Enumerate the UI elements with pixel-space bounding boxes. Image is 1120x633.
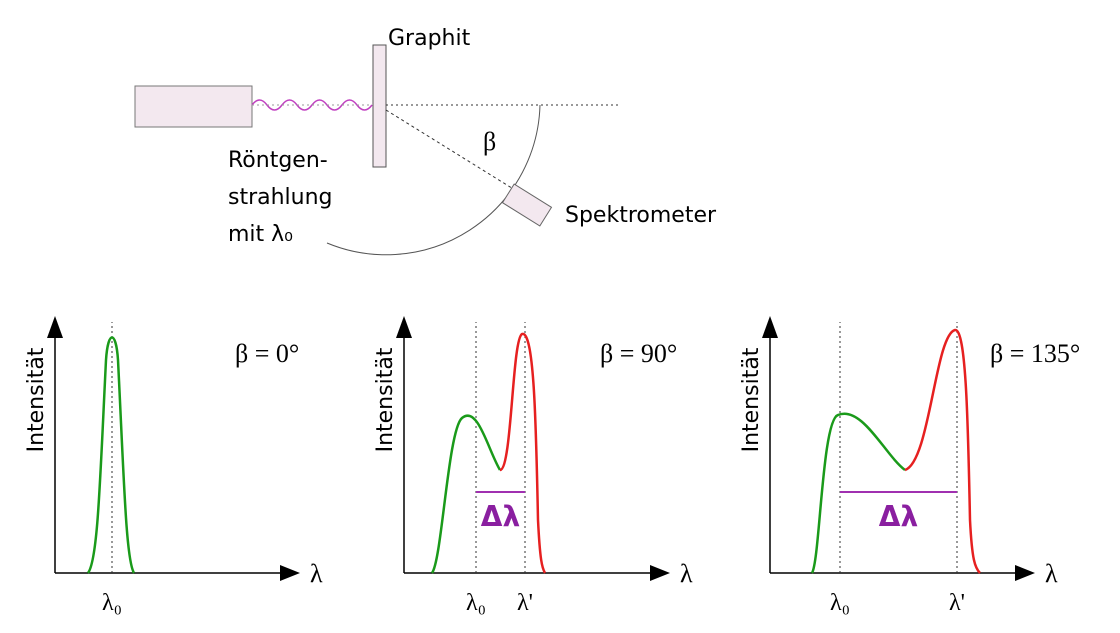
x-axis-label: λ bbox=[1045, 559, 1058, 588]
compton-diagram: Graphit β Röntgen- strahlung mit λ₀ Spek… bbox=[0, 0, 1120, 633]
y-axis-label: Intensität bbox=[373, 347, 398, 452]
x-axis-label: λ bbox=[310, 559, 323, 588]
detector-label: Spektrometer bbox=[565, 203, 717, 228]
angle-label: β = 0° bbox=[235, 339, 299, 368]
x-tick-label: λ' bbox=[517, 590, 533, 616]
target-label: Graphit bbox=[388, 26, 471, 51]
source-label: mit λ₀ bbox=[228, 222, 293, 247]
x-tick-label: λ' bbox=[949, 590, 965, 616]
graphite-target bbox=[373, 45, 386, 167]
x-tick-label: λ₀ bbox=[466, 590, 486, 616]
y-axis-label: Intensität bbox=[739, 347, 764, 452]
x-tick-label: λ₀ bbox=[830, 590, 850, 616]
angle-label: β bbox=[483, 127, 496, 156]
y-axis-label: Intensität bbox=[24, 347, 49, 452]
shift-label: Δλ bbox=[481, 500, 520, 533]
source-label: Röntgen- bbox=[228, 148, 328, 173]
source-label: strahlung bbox=[228, 185, 333, 210]
angle-label: β = 90° bbox=[600, 339, 677, 368]
shift-label: Δλ bbox=[879, 500, 918, 533]
x-tick-label: λ₀ bbox=[102, 590, 122, 616]
x-axis-label: λ bbox=[680, 559, 693, 588]
xray-source bbox=[135, 86, 252, 127]
angle-label: β = 135° bbox=[990, 339, 1080, 368]
